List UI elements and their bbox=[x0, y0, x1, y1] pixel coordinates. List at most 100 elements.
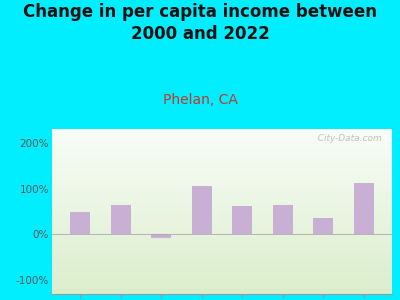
Bar bbox=[52, 259, 392, 261]
Bar bbox=[52, 246, 392, 248]
Bar bbox=[52, 188, 392, 190]
Bar bbox=[52, 236, 392, 238]
Bar bbox=[52, 139, 392, 140]
Bar bbox=[52, 283, 392, 284]
Bar bbox=[52, 150, 392, 152]
Bar bbox=[52, 190, 392, 192]
Bar bbox=[52, 241, 392, 243]
Bar bbox=[52, 157, 392, 159]
Bar bbox=[52, 173, 392, 175]
Bar bbox=[52, 144, 392, 146]
Bar bbox=[52, 264, 392, 266]
Bar bbox=[52, 200, 392, 202]
Text: City-Data.com: City-Data.com bbox=[312, 134, 382, 143]
Bar bbox=[52, 175, 392, 177]
Bar bbox=[70, 212, 90, 234]
Bar bbox=[52, 233, 392, 235]
Bar bbox=[52, 253, 392, 254]
Bar bbox=[52, 134, 392, 136]
Bar bbox=[52, 140, 392, 142]
Bar bbox=[52, 170, 392, 172]
Bar bbox=[52, 235, 392, 236]
Bar bbox=[52, 281, 392, 283]
Bar bbox=[52, 185, 392, 187]
Bar bbox=[52, 154, 392, 155]
Bar bbox=[52, 256, 392, 258]
Bar bbox=[52, 279, 392, 281]
Bar bbox=[354, 183, 374, 234]
Bar bbox=[52, 137, 392, 139]
Bar bbox=[52, 228, 392, 230]
Bar bbox=[52, 165, 392, 167]
Bar bbox=[52, 287, 392, 289]
Bar bbox=[52, 239, 392, 241]
Bar bbox=[52, 203, 392, 205]
Bar bbox=[52, 132, 392, 134]
Text: Change in per capita income between
2000 and 2022: Change in per capita income between 2000… bbox=[23, 3, 377, 43]
Bar bbox=[52, 263, 392, 264]
Text: Phelan, CA: Phelan, CA bbox=[162, 93, 238, 107]
Bar bbox=[313, 218, 333, 234]
Bar bbox=[52, 193, 392, 195]
Bar bbox=[52, 183, 392, 185]
Bar bbox=[52, 258, 392, 259]
Bar bbox=[52, 249, 392, 251]
Bar bbox=[52, 213, 392, 215]
Bar bbox=[52, 292, 392, 294]
Bar bbox=[272, 205, 293, 234]
Bar bbox=[52, 155, 392, 157]
Bar bbox=[52, 226, 392, 228]
Bar bbox=[52, 206, 392, 208]
Bar bbox=[52, 266, 392, 268]
Bar bbox=[52, 215, 392, 216]
Bar bbox=[151, 234, 172, 238]
Bar bbox=[52, 271, 392, 272]
Bar bbox=[52, 238, 392, 239]
Bar bbox=[52, 244, 392, 246]
Bar bbox=[52, 167, 392, 169]
Bar bbox=[52, 221, 392, 223]
Bar bbox=[52, 130, 392, 132]
Bar bbox=[52, 230, 392, 231]
Bar bbox=[52, 289, 392, 291]
Bar bbox=[52, 254, 392, 256]
Bar bbox=[52, 169, 392, 170]
Bar bbox=[52, 251, 392, 253]
Bar bbox=[52, 243, 392, 244]
Bar bbox=[52, 202, 392, 203]
Bar bbox=[52, 269, 392, 271]
Bar bbox=[52, 177, 392, 178]
Bar bbox=[52, 160, 392, 162]
Bar bbox=[52, 142, 392, 144]
Bar bbox=[52, 208, 392, 210]
Bar bbox=[52, 164, 392, 165]
Bar bbox=[52, 210, 392, 212]
Bar bbox=[52, 274, 392, 276]
Bar bbox=[52, 162, 392, 164]
Bar bbox=[52, 180, 392, 182]
Bar bbox=[52, 136, 392, 137]
Bar bbox=[52, 216, 392, 218]
Bar bbox=[52, 278, 392, 279]
Bar bbox=[52, 187, 392, 188]
Bar bbox=[192, 186, 212, 234]
Bar bbox=[52, 178, 392, 180]
Bar bbox=[52, 205, 392, 206]
Bar bbox=[52, 192, 392, 193]
Bar bbox=[52, 129, 392, 130]
Bar bbox=[52, 149, 392, 150]
Bar bbox=[111, 205, 131, 234]
Bar bbox=[52, 195, 392, 197]
Bar bbox=[52, 197, 392, 198]
Bar bbox=[52, 248, 392, 249]
Bar bbox=[52, 276, 392, 278]
Bar bbox=[52, 268, 392, 269]
Bar bbox=[52, 172, 392, 173]
Bar bbox=[52, 159, 392, 160]
Bar bbox=[52, 286, 392, 287]
Bar bbox=[52, 212, 392, 213]
Bar bbox=[52, 218, 392, 220]
Bar bbox=[52, 147, 392, 149]
Bar bbox=[52, 146, 392, 147]
Bar bbox=[52, 261, 392, 263]
